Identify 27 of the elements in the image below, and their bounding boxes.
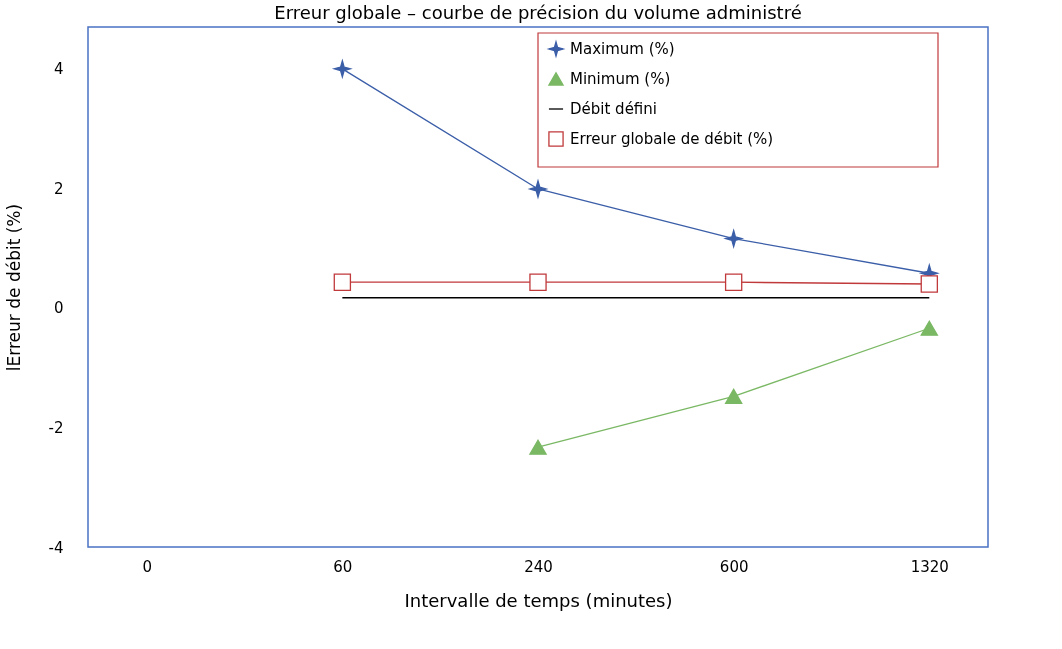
x-tick-label: 240: [524, 557, 553, 576]
x-axis-title: Intervalle de temps (minutes): [404, 589, 673, 611]
x-tick-label: 0: [142, 557, 152, 576]
chart-title: Erreur globale – courbe de précision du volume administré: [274, 2, 802, 23]
y-tick-label: -4: [48, 538, 64, 557]
point: [920, 320, 939, 336]
legend-label: Débit défini: [570, 100, 657, 118]
point: [333, 273, 352, 291]
point: [724, 273, 743, 291]
y-tick-label: 2: [53, 179, 64, 198]
point: [920, 275, 939, 293]
x-tick-label: 1320: [910, 557, 949, 576]
point: [333, 60, 352, 78]
legend-label: Maximum (%): [570, 40, 675, 58]
point: [724, 229, 743, 248]
x-tick-label: 60: [333, 557, 353, 576]
point: [529, 180, 547, 198]
legend-label: Erreur globale de débit (%): [570, 130, 774, 148]
y-tick-label: 4: [53, 60, 64, 79]
x-tick-label: 600: [719, 557, 749, 576]
y-tick-label: 0: [53, 299, 64, 318]
point: [724, 388, 743, 405]
y-tick-label: -2: [48, 418, 64, 437]
legend-label: Minimum (%): [570, 70, 671, 88]
y-axis-title: lErreur de débit (%): [3, 203, 24, 372]
point: [529, 273, 547, 291]
point: [529, 439, 547, 455]
